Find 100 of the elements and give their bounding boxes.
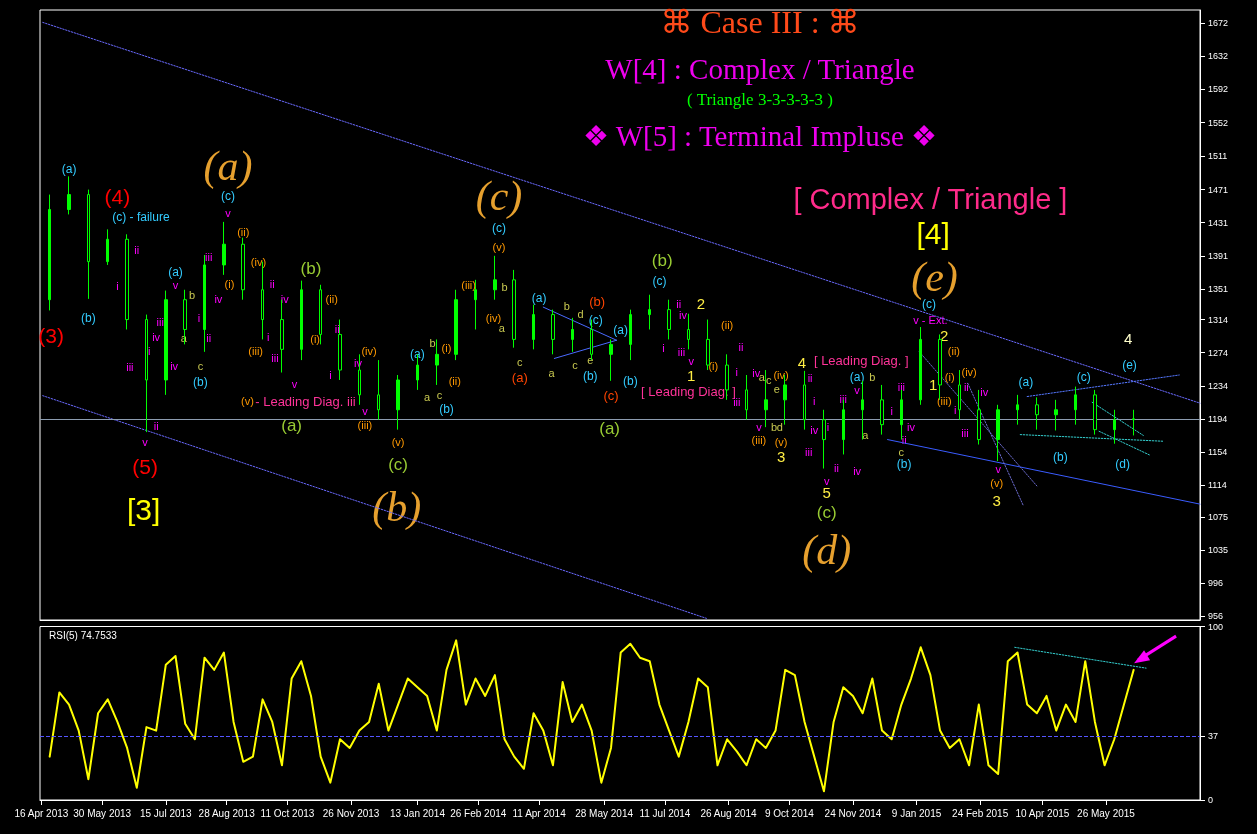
annotation: (b)	[193, 374, 208, 389]
annotation: (a)	[1018, 375, 1034, 390]
annotation: iii	[897, 381, 906, 394]
annotation: ii	[676, 297, 682, 310]
annotation: iv	[907, 421, 916, 434]
y-tick-label: 1234	[1208, 380, 1229, 391]
x-tick-label: 24 Nov 2014	[824, 807, 882, 819]
annotation: c	[765, 373, 772, 386]
annotation: v	[823, 474, 830, 487]
annotation: (i)	[441, 341, 452, 354]
annotation: (a)	[281, 416, 303, 435]
annotation: (a)	[168, 265, 183, 280]
y-tick-label: 1391	[1208, 250, 1229, 261]
annotation: (b)	[1053, 449, 1068, 464]
annotation: (i)	[224, 277, 235, 290]
annotation: i	[890, 405, 893, 418]
annotation: d	[577, 307, 584, 320]
annotation: - Leading Diag. iii	[255, 393, 356, 409]
annotation: i	[148, 345, 151, 357]
annotation: c	[197, 359, 204, 372]
annotation: b	[771, 421, 778, 434]
y-tick-label: 100	[1208, 621, 1224, 632]
annotation: (a)	[531, 291, 547, 306]
annotation: (b)	[300, 258, 322, 278]
annotation: c	[436, 388, 443, 401]
annotation: (v)	[990, 476, 1004, 489]
annotation: (c)	[492, 220, 507, 235]
annotation: (a)	[410, 347, 425, 362]
annotation: [4]	[916, 216, 950, 250]
annotation: (ii)	[947, 345, 961, 357]
annotation: (ii)	[448, 374, 461, 387]
y-tick-label: 1351	[1208, 283, 1229, 294]
annotation: ❖ W[5] : Terminal Impluse ❖	[582, 120, 938, 152]
annotation: 3	[776, 448, 786, 466]
annotation: (c)	[221, 189, 236, 204]
annotation: 4	[1123, 330, 1133, 348]
x-tick-label: 16 Apr 2013	[14, 807, 69, 819]
annotation: (a)	[613, 323, 629, 338]
annotation: v	[854, 383, 861, 396]
annotation: (5)	[132, 455, 158, 479]
annotation: (a)	[511, 369, 528, 385]
annotation: (v)	[240, 395, 254, 408]
annotation: (i)	[310, 333, 321, 346]
annotation: a	[548, 366, 556, 379]
annotation: (4)	[104, 184, 131, 208]
x-tick-label: 13 Jan 2014	[389, 807, 446, 819]
annotation: (d)	[802, 527, 852, 575]
annotation: 2	[696, 295, 706, 313]
annotation: (c)	[388, 454, 409, 474]
annotation: (a)	[203, 143, 253, 191]
annotation: ii	[206, 331, 212, 344]
annotation: (b)	[372, 483, 422, 531]
annotation: 3	[992, 492, 1001, 510]
annotation: 1	[687, 366, 696, 384]
annotation: 2	[940, 326, 949, 344]
annotation: v	[142, 436, 149, 449]
y-tick-label: 1471	[1208, 184, 1229, 195]
x-tick-label: 10 Apr 2015	[1015, 807, 1070, 819]
annotation: (a)	[61, 161, 77, 176]
x-tick-label: 15 Jul 2013	[139, 807, 193, 819]
annotation: iv	[170, 359, 179, 372]
x-tick-label: 11 Oct 2013	[260, 807, 315, 819]
annotation: (v)	[391, 436, 405, 449]
annotation: i	[197, 311, 201, 324]
annotation: ii	[134, 244, 140, 257]
annotation: c	[898, 445, 905, 458]
x-tick-label: 26 Feb 2014	[450, 807, 507, 819]
annotation: iii	[805, 445, 813, 458]
annotation: (b)	[439, 401, 454, 416]
annotation: ii	[963, 380, 969, 393]
annotation: a	[424, 391, 432, 404]
annotation: (iii)	[751, 433, 767, 446]
annotation: i	[662, 341, 665, 354]
y-tick-label: 1632	[1208, 51, 1229, 62]
annotation: ( Triangle 3-3-3-3-3 )	[687, 89, 833, 109]
annotation: i	[116, 280, 119, 293]
annotation: iv	[853, 465, 862, 478]
annotation: ii	[153, 420, 159, 433]
annotation: b	[501, 281, 508, 294]
annotation: (b)	[582, 368, 598, 383]
chart-title: ⌘ Case III : ⌘	[660, 4, 860, 40]
annotation: (c)	[816, 502, 837, 522]
annotation: (iii)	[461, 278, 476, 291]
annotation: d	[776, 421, 783, 434]
annotation: i	[813, 394, 816, 407]
annotation: b	[189, 288, 196, 301]
x-tick-label: 30 May 2013	[73, 807, 132, 819]
annotation: ii	[901, 433, 907, 446]
annotation: (iii)	[248, 345, 264, 357]
y-tick-label: 1075	[1208, 512, 1229, 523]
annotation: (c)	[922, 296, 937, 311]
x-tick-label: 26 Aug 2014	[700, 807, 758, 819]
annotation: (c) - failure	[112, 209, 170, 224]
y-tick-label: 1314	[1208, 314, 1229, 325]
annotation: (e)	[1122, 358, 1137, 373]
annotation: c	[517, 355, 524, 368]
annotation: v	[172, 278, 179, 291]
annotation: (b)	[896, 456, 912, 471]
x-tick-label: 24 Feb 2015	[952, 807, 1009, 819]
annotation: (c)	[652, 274, 667, 289]
